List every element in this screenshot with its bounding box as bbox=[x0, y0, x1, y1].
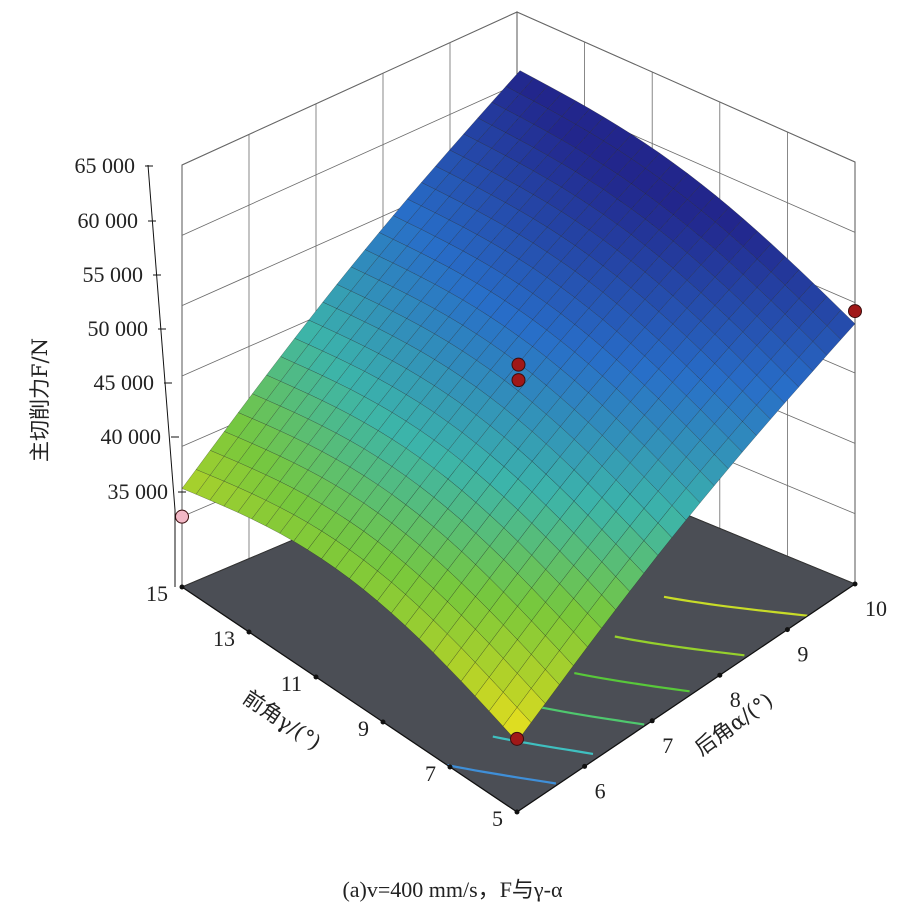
alpha-tick-mark bbox=[717, 672, 723, 678]
contour-line bbox=[574, 672, 690, 693]
alpha-tick-label: 8 bbox=[730, 687, 741, 712]
alpha-tick-mark bbox=[784, 627, 790, 633]
gamma-tick-label: 13 bbox=[213, 626, 235, 651]
alpha-tick-mark bbox=[582, 763, 588, 769]
z-tick-label: 45 000 bbox=[94, 370, 155, 395]
wall-gridline bbox=[181, 11, 856, 166]
z-tick-label: 50 000 bbox=[88, 316, 149, 341]
gamma-tick-mark bbox=[179, 584, 185, 590]
figure-caption: (a)v=400 mm/s，F与γ-α bbox=[342, 877, 563, 902]
surface-cell bbox=[502, 707, 532, 743]
contour-line bbox=[525, 703, 645, 726]
design-point bbox=[848, 304, 862, 319]
alpha-tick-label: 6 bbox=[595, 778, 606, 803]
z-axis-line bbox=[147, 164, 176, 511]
design-point bbox=[511, 373, 526, 388]
gamma-tick-mark bbox=[380, 719, 386, 725]
gamma-tick-label: 7 bbox=[425, 761, 436, 786]
gamma-tick-mark bbox=[447, 764, 453, 770]
gamma-tick-mark bbox=[246, 629, 252, 635]
contour-line bbox=[614, 635, 745, 657]
tick-labels: 35 000 40 000 45 000 50 000 55 000 60 000 65 0… bbox=[75, 153, 888, 831]
z-tick-label: 55 000 bbox=[83, 262, 144, 287]
response-surface bbox=[181, 70, 856, 743]
gamma-tick-mark bbox=[313, 674, 319, 680]
axes bbox=[147, 164, 856, 813]
alpha-tick-mark bbox=[649, 718, 655, 724]
z-axis-label: 主切削力F/N bbox=[28, 338, 52, 462]
alpha-tick-label: 9 bbox=[797, 642, 808, 667]
alpha-tick-label: 7 bbox=[662, 733, 673, 758]
z-tick-label: 65 000 bbox=[75, 153, 136, 178]
alpha-axis-line bbox=[516, 583, 856, 813]
gamma-tick-label: 15 bbox=[146, 581, 168, 606]
contour-line bbox=[446, 764, 557, 785]
z-tick-label: 60 000 bbox=[78, 208, 139, 233]
design-point bbox=[511, 357, 526, 372]
gamma-axis-line bbox=[181, 586, 518, 813]
design-point bbox=[510, 731, 524, 746]
gamma-tick-label: 5 bbox=[492, 806, 503, 831]
gamma-tick-label: 11 bbox=[281, 671, 302, 696]
alpha-tick-mark bbox=[852, 581, 858, 587]
z-tick-label: 40 000 bbox=[101, 424, 162, 449]
contour-line bbox=[663, 595, 808, 617]
alpha-tick-label: 10 bbox=[865, 596, 887, 621]
design-points bbox=[175, 304, 862, 746]
design-point bbox=[175, 509, 189, 524]
gamma-tick-label: 9 bbox=[358, 716, 369, 741]
z-tick-label: 35 000 bbox=[108, 479, 169, 504]
floor-contours bbox=[446, 595, 808, 785]
gamma-tick-mark bbox=[514, 809, 520, 815]
